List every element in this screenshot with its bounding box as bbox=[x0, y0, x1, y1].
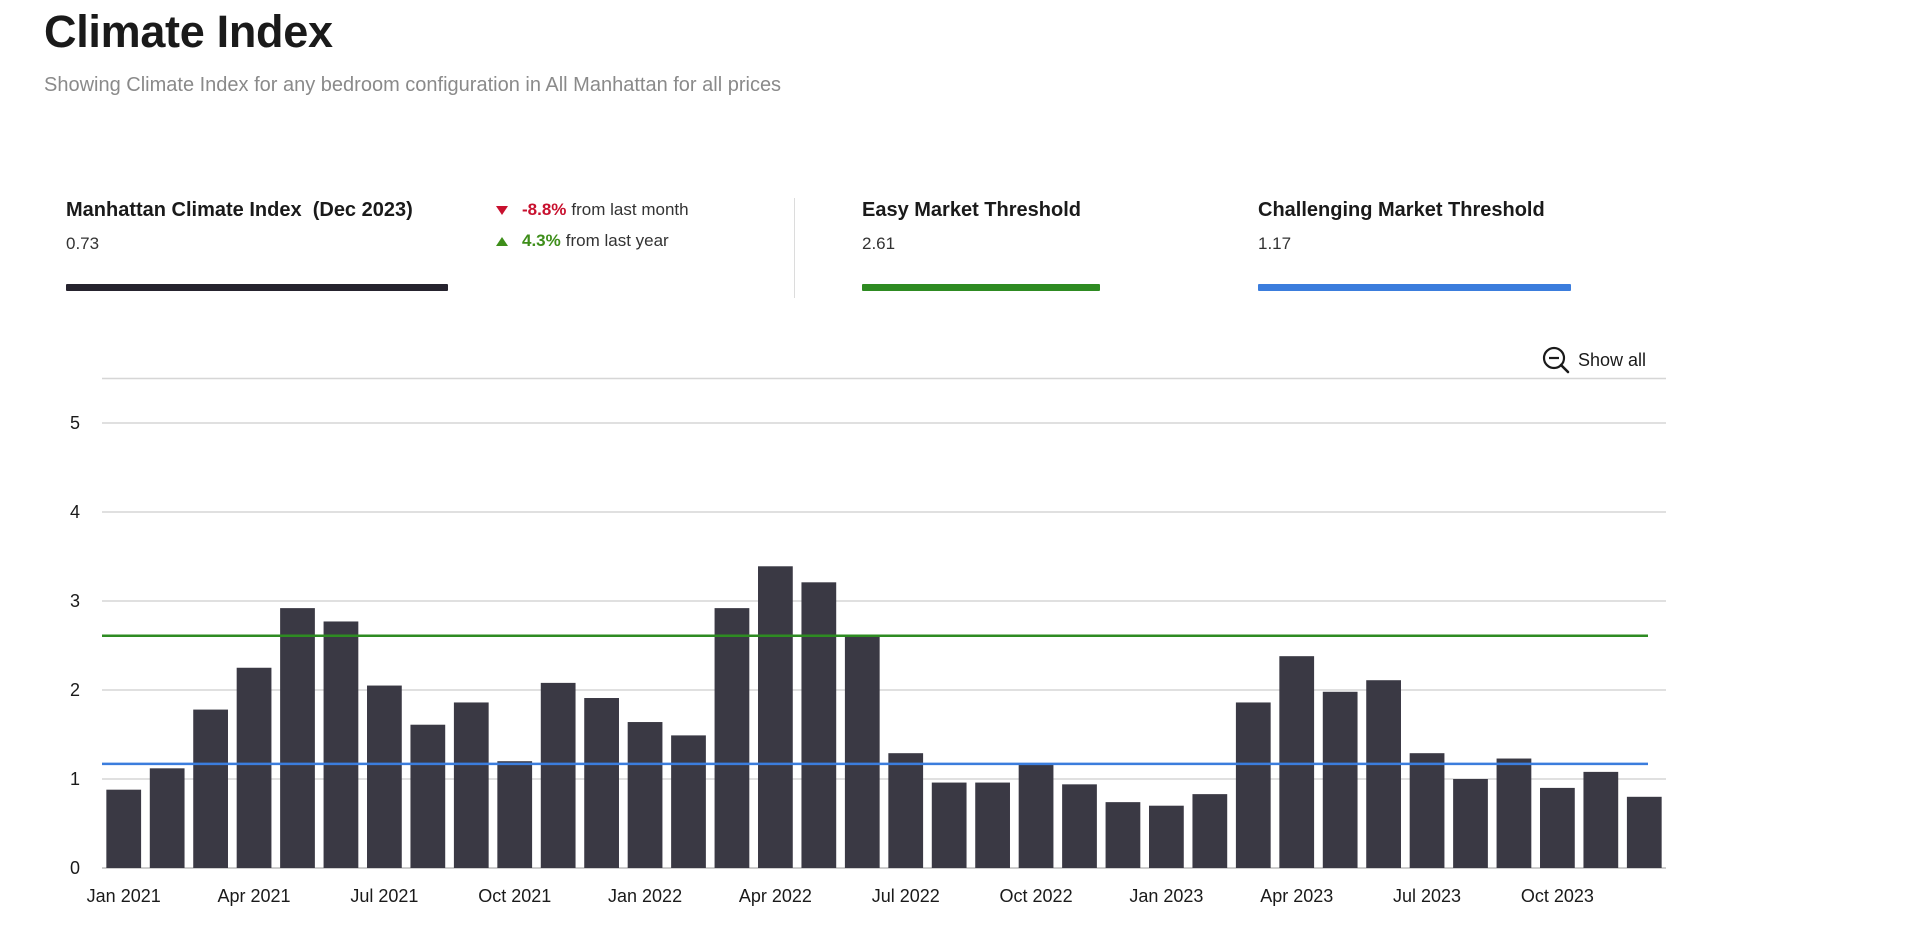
bar bbox=[584, 698, 619, 868]
panel-divider bbox=[794, 198, 795, 298]
bar bbox=[497, 761, 533, 868]
bar bbox=[1192, 794, 1228, 868]
bar bbox=[888, 753, 924, 868]
bar bbox=[1583, 771, 1619, 868]
x-tick-label: Apr 2021 bbox=[218, 886, 291, 906]
bar bbox=[1149, 805, 1184, 868]
bar bbox=[410, 724, 446, 868]
bar bbox=[714, 608, 750, 868]
y-tick-label: 1 bbox=[70, 769, 80, 789]
x-tick-label: Oct 2021 bbox=[478, 886, 551, 906]
y-tick-label: 2 bbox=[70, 680, 80, 700]
x-tick-label: Jan 2023 bbox=[1129, 886, 1203, 906]
y-tick-label: 0 bbox=[70, 858, 80, 878]
bar bbox=[106, 789, 142, 868]
month-change-text: from last month bbox=[571, 200, 689, 219]
bar bbox=[149, 768, 185, 868]
page-title: Climate Index bbox=[44, 6, 333, 57]
bar bbox=[758, 566, 793, 868]
bar bbox=[1496, 758, 1532, 868]
x-tick-label: Jan 2022 bbox=[608, 886, 682, 906]
bar bbox=[1322, 691, 1358, 868]
index-legend-bar bbox=[66, 284, 448, 291]
x-tick-label: Jul 2023 bbox=[1393, 886, 1461, 906]
bar bbox=[975, 782, 1010, 868]
year-change-pct: 4.3% bbox=[522, 231, 561, 250]
bar bbox=[844, 635, 880, 868]
y-tick-label: 4 bbox=[70, 502, 80, 522]
year-change: 4.3% from last year bbox=[496, 231, 669, 251]
x-tick-label: Apr 2022 bbox=[739, 886, 812, 906]
index-panel-value: 0.73 bbox=[66, 234, 100, 253]
bar bbox=[236, 667, 272, 868]
easy-panel-value: 2.61 bbox=[862, 234, 896, 253]
bar bbox=[323, 621, 359, 868]
year-change-text: from last year bbox=[565, 231, 669, 250]
bar bbox=[1626, 796, 1662, 868]
show-all-button[interactable]: Show all bbox=[1542, 346, 1646, 374]
x-tick-label: Apr 2023 bbox=[1260, 886, 1333, 906]
bar bbox=[1105, 802, 1141, 868]
bar bbox=[1409, 753, 1445, 868]
bar bbox=[1366, 680, 1401, 868]
month-change-pct: -8.8% bbox=[522, 200, 567, 219]
bar bbox=[1453, 779, 1488, 868]
challenging-legend-bar bbox=[1258, 284, 1571, 291]
x-tick-label: Jul 2022 bbox=[872, 886, 940, 906]
y-tick-label: 3 bbox=[70, 591, 80, 611]
y-tick-label: 5 bbox=[70, 413, 80, 433]
x-tick-label: Oct 2022 bbox=[1000, 886, 1073, 906]
x-tick-label: Jul 2021 bbox=[350, 886, 418, 906]
easy-legend-bar bbox=[862, 284, 1100, 291]
bar bbox=[453, 702, 489, 868]
bar bbox=[540, 682, 576, 868]
bar bbox=[931, 782, 967, 868]
bar bbox=[280, 608, 315, 868]
easy-panel-title: Easy Market Threshold bbox=[862, 199, 1081, 221]
challenging-panel-title: Challenging Market Threshold bbox=[1258, 199, 1545, 221]
up-triangle-icon bbox=[496, 236, 508, 246]
bar bbox=[1018, 763, 1054, 868]
bar bbox=[1279, 656, 1315, 868]
bar bbox=[671, 735, 706, 868]
bar bbox=[367, 685, 402, 868]
zoom-out-icon bbox=[1542, 346, 1570, 374]
show-all-label: Show all bbox=[1578, 349, 1647, 370]
x-tick-label: Jan 2021 bbox=[87, 886, 161, 906]
challenging-panel-value: 1.17 bbox=[1258, 234, 1292, 253]
bar bbox=[1235, 702, 1271, 868]
bar bbox=[193, 709, 228, 868]
bar bbox=[627, 722, 663, 868]
bar bbox=[801, 582, 837, 868]
bar bbox=[1540, 787, 1575, 868]
bar bbox=[1062, 784, 1097, 868]
month-change: -8.8% from last month bbox=[496, 200, 689, 220]
page-subtitle: Showing Climate Index for any bedroom co… bbox=[44, 74, 782, 96]
index-panel-title: Manhattan Climate Index (Dec 2023) bbox=[66, 199, 413, 221]
x-tick-label: Oct 2023 bbox=[1521, 886, 1594, 906]
down-triangle-icon bbox=[496, 205, 508, 215]
